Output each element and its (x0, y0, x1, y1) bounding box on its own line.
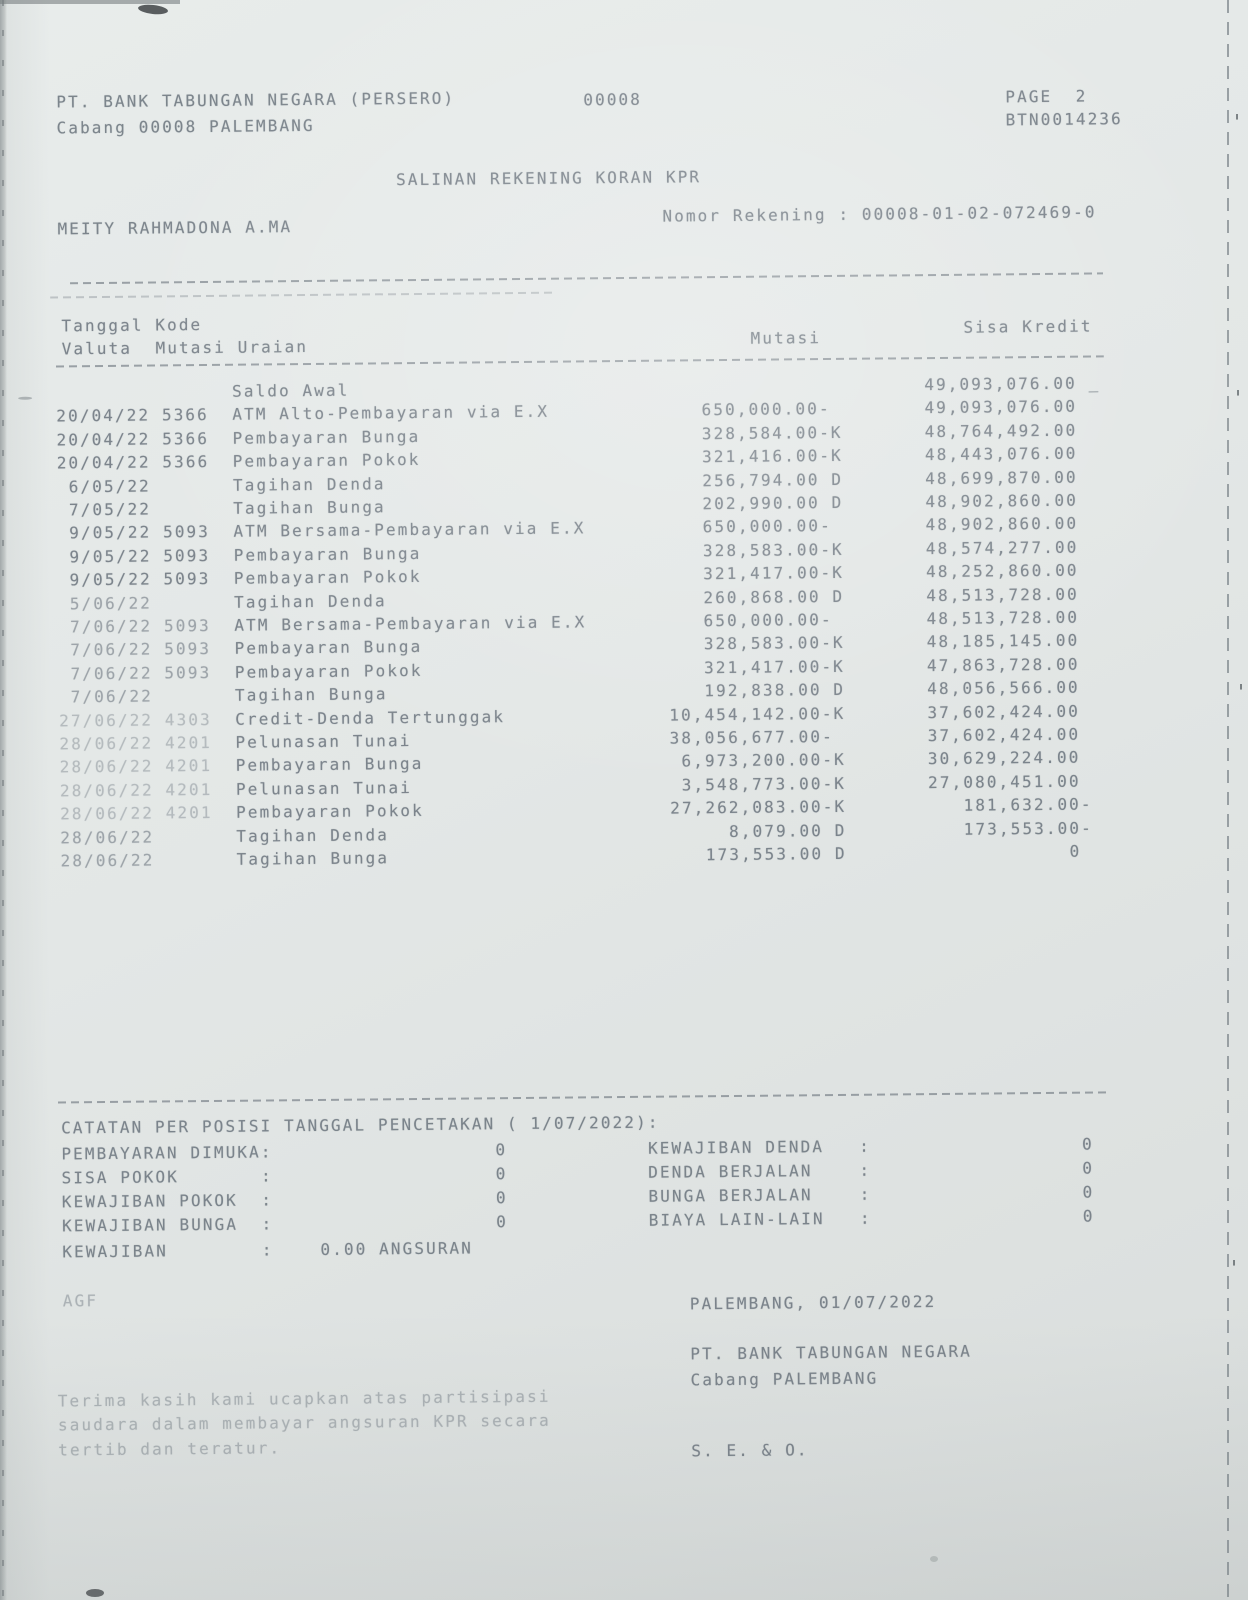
footer-branch: Cabang PALEMBANG (690, 1368, 879, 1390)
row-date-code: 7/06/22 5093 (58, 662, 235, 684)
footer-bank-name: PT. BANK TABUNGAN NEGARA (690, 1341, 973, 1364)
document-title: SALINAN REKENING KORAN KPR (395, 167, 702, 190)
row-date-code: 28/06/22 (60, 849, 237, 871)
column-header-mutasi: Mutasi (750, 328, 822, 348)
scan-artifact (930, 1556, 938, 1562)
row-date-code: 28/06/22 4201 (59, 779, 236, 801)
page-label: PAGE 2 (1005, 86, 1088, 107)
column-header-tanggal-kode: Tanggal Kode (61, 315, 203, 336)
divider-dashed-line-ghost (50, 291, 556, 299)
scan-artifact (86, 1589, 104, 1597)
footer-place-date: PALEMBANG, 01/07/2022 (689, 1292, 937, 1314)
row-date-code: 20/04/22 5366 (56, 451, 233, 473)
row-description-amounts: Tagihan Bunga 173,553.00 D 0 (236, 841, 1082, 869)
thanks-line: saudara dalam membayar angsuran KPR seca… (57, 1410, 551, 1435)
branch-code: 00008 (583, 89, 643, 110)
row-date-code: 9/05/22 5093 (57, 568, 234, 590)
scan-artifact (0, 0, 180, 4)
thanks-line: tertib dan teratur. (58, 1438, 282, 1460)
row-date-code (56, 382, 232, 403)
divider-dashed-line (57, 1091, 1111, 1104)
customer-name: MEITY RAHMADONA A.MA (57, 217, 293, 239)
divider-dashed-line (70, 272, 1104, 285)
row-date-code: 28/06/22 4201 (60, 802, 237, 824)
row-date-code: 7/05/22 (57, 498, 234, 520)
bank-name: PT. BANK TABUNGAN NEGARA (PERSERO) (56, 88, 456, 112)
row-date-code: 7/06/22 5093 (58, 615, 235, 637)
branch-line: Cabang 00008 PALEMBANG (56, 115, 315, 138)
scan-artifact: ' (1232, 386, 1245, 410)
catatan-title: CATATAN PER POSISI TANGGAL PENCETAKAN ( … (61, 1112, 660, 1138)
column-header-sisa-kredit: Sisa Kredit (963, 316, 1093, 337)
row-date-code: 20/04/22 5366 (56, 428, 233, 450)
scan-artifact: ' (1235, 680, 1248, 704)
scan-artifact (18, 396, 33, 400)
row-date-code: 7/06/22 5093 (58, 639, 235, 660)
initials: AGF (62, 1291, 99, 1311)
paper-fold-line (1227, 0, 1229, 1600)
row-date-code: 27/06/22 4303 (59, 709, 236, 731)
document-code: BTN0014236 (1005, 109, 1123, 130)
kewajiban-summary-line: KEWAJIBAN : 0.00 ANGSURAN (62, 1238, 474, 1262)
row-date-code: 7/06/22 (58, 685, 236, 707)
row-date-code: 28/06/22 4201 (59, 756, 236, 777)
footer-seo: S. E. & O. (691, 1440, 809, 1461)
column-header-valuta-mutasi-uraian: Valuta Mutasi Uraian (61, 337, 309, 359)
account-number-label: Nomor Rekening : 00008-01-02-072469-0 (662, 202, 1097, 226)
row-date-code: 9/05/22 5093 (57, 545, 234, 567)
row-date-code: 9/05/22 5093 (57, 522, 234, 543)
row-date-code: 28/06/22 4201 (59, 732, 236, 754)
row-date-code: 5/06/22 (58, 592, 235, 614)
scan-artifact: ' (1231, 110, 1244, 134)
row-date-code: 6/05/22 (56, 475, 234, 497)
row-date-code: 20/04/22 5366 (56, 405, 233, 426)
row-date-code: 28/06/22 (60, 826, 237, 848)
scan-artifact: ' (1228, 1256, 1241, 1280)
paper-left-edge-perforation (2, 0, 4, 1600)
